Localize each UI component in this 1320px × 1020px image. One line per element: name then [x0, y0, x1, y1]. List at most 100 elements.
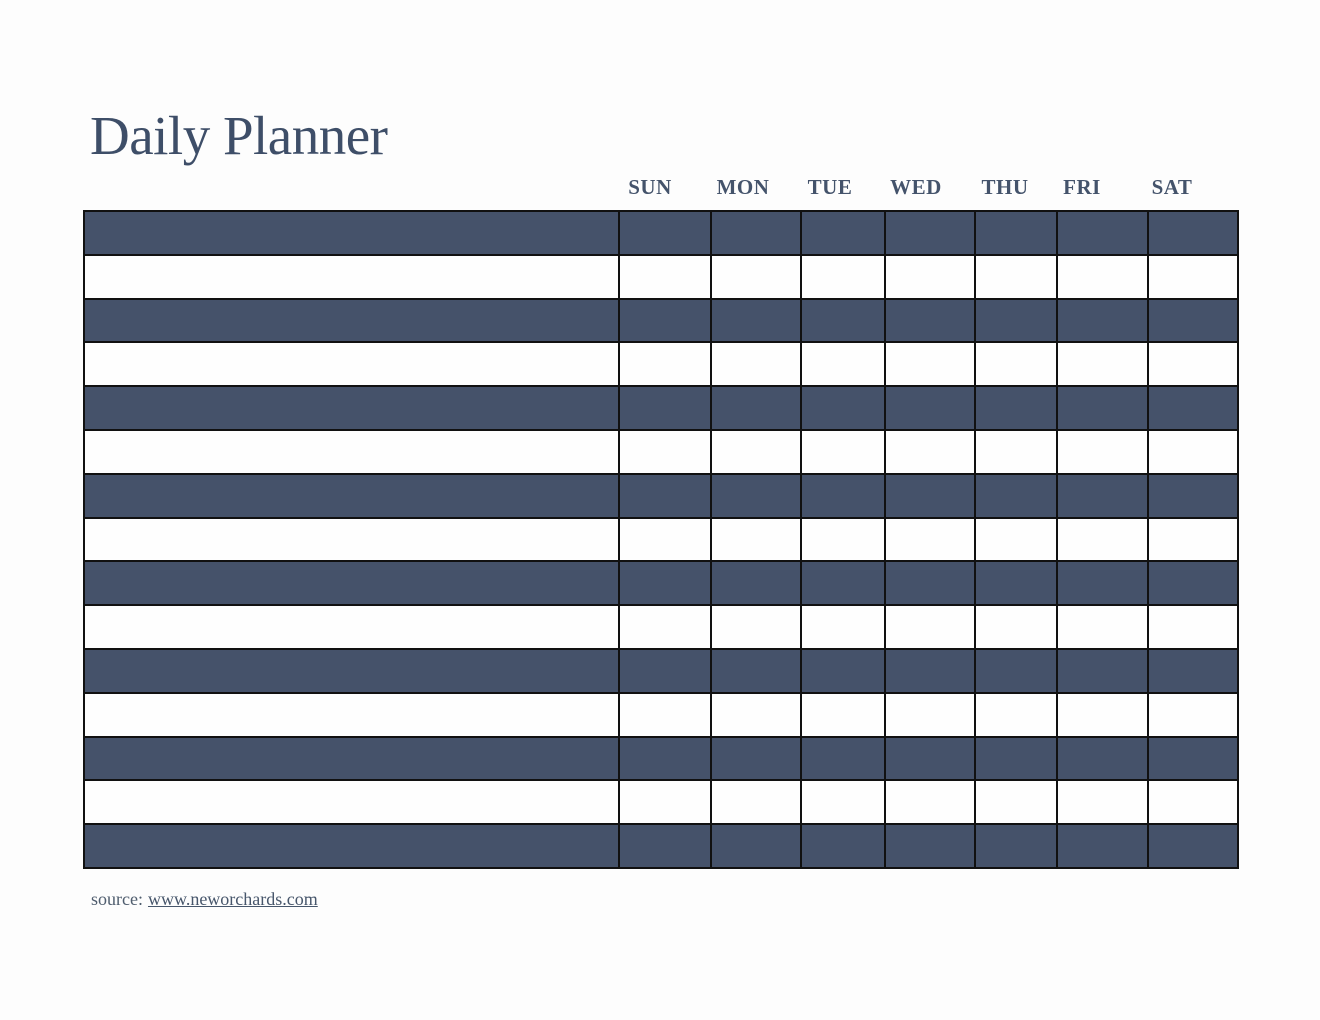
planner-day-cell [620, 649, 710, 692]
planner-day-cell [620, 825, 710, 867]
planner-day-cell [620, 518, 710, 561]
planner-day-cell [712, 343, 800, 386]
planner-day-cell [712, 562, 800, 605]
planner-row-label-cell [85, 474, 618, 517]
planner-day-cell [1058, 693, 1147, 736]
source-link[interactable]: www.neworchards.com [147, 889, 318, 909]
planner-day-cell [1058, 255, 1147, 298]
planner-day-cell [620, 606, 710, 648]
planner-day-cell [802, 474, 884, 517]
planner-day-cell [802, 693, 884, 736]
planner-day-cell [1149, 387, 1237, 429]
planner-day-cell [1149, 212, 1237, 254]
planner-day-cell [802, 255, 884, 298]
planner-day-cell [976, 430, 1056, 473]
planner-day-cell [886, 562, 974, 605]
planner-row-label-cell [85, 693, 618, 736]
planner-day-cell [976, 474, 1056, 517]
planner-row-label-cell [85, 518, 618, 561]
planner-day-cell [712, 387, 800, 429]
planner-day-cell [976, 825, 1056, 867]
planner-day-cell [976, 255, 1056, 298]
planner-day-cell [620, 781, 710, 824]
planner-day-cell [712, 781, 800, 824]
planner-day-cell [886, 387, 974, 429]
planner-day-cell [802, 299, 884, 342]
planner-day-cell [886, 606, 974, 648]
planner-day-cell [886, 343, 974, 386]
planner-day-cell [1058, 562, 1147, 605]
planner-day-cell [620, 343, 710, 386]
planner-day-cell [886, 781, 974, 824]
planner-day-cell [712, 518, 800, 561]
planner-day-cell [802, 649, 884, 692]
planner-day-cell [1058, 430, 1147, 473]
planner-day-cell [886, 255, 974, 298]
planner-day-cell [886, 212, 974, 254]
day-header-sun: SUN [628, 175, 672, 199]
planner-day-cell [1149, 737, 1237, 780]
planner-day-cell [802, 737, 884, 780]
planner-day-cell [712, 430, 800, 473]
planner-day-cell [620, 255, 710, 298]
planner-day-cell [712, 693, 800, 736]
planner-row-label-cell [85, 343, 618, 386]
planner-day-cell [1058, 387, 1147, 429]
planner-row-label-cell [85, 430, 618, 473]
day-header-fri: FRI [1063, 175, 1101, 199]
day-header-row: SUN MON TUE WED THU FRI SAT [0, 176, 1320, 202]
planner-row-label-cell [85, 255, 618, 298]
planner-day-cell [712, 737, 800, 780]
planner-day-cell [1058, 825, 1147, 867]
planner-day-cell [976, 212, 1056, 254]
day-header-tue: TUE [807, 175, 853, 199]
day-header-mon: MON [716, 175, 770, 199]
planner-day-cell [802, 343, 884, 386]
planner-day-cell [620, 299, 710, 342]
planner-day-cell [1058, 343, 1147, 386]
source-line: source: www.neworchards.com [91, 887, 318, 911]
day-header-wed: WED [890, 175, 942, 199]
planner-day-cell [1058, 649, 1147, 692]
planner-day-cell [886, 737, 974, 780]
planner-day-cell [620, 387, 710, 429]
planner-day-cell [712, 474, 800, 517]
planner-day-cell [886, 693, 974, 736]
planner-day-cell [976, 693, 1056, 736]
planner-day-cell [1058, 606, 1147, 648]
planner-day-cell [802, 518, 884, 561]
planner-day-cell [620, 693, 710, 736]
planner-row-label-cell [85, 825, 618, 867]
planner-day-cell [1149, 518, 1237, 561]
day-header-thu: THU [981, 175, 1029, 199]
planner-day-cell [1058, 212, 1147, 254]
planner-day-cell [620, 737, 710, 780]
planner-day-cell [886, 430, 974, 473]
planner-day-cell [620, 562, 710, 605]
planner-day-cell [976, 737, 1056, 780]
planner-day-cell [712, 606, 800, 648]
planner-day-cell [1149, 562, 1237, 605]
planner-row-label-cell [85, 212, 618, 254]
planner-day-cell [1149, 255, 1237, 298]
planner-row-label-cell [85, 299, 618, 342]
planner-row-label-cell [85, 562, 618, 605]
planner-day-cell [1149, 606, 1237, 648]
planner-day-cell [976, 299, 1056, 342]
planner-day-cell [1149, 693, 1237, 736]
planner-day-cell [976, 343, 1056, 386]
planner-day-cell [976, 562, 1056, 605]
planner-day-cell [712, 212, 800, 254]
planner-day-cell [1149, 430, 1237, 473]
planner-day-cell [802, 781, 884, 824]
planner-day-cell [1058, 781, 1147, 824]
planner-day-cell [620, 430, 710, 473]
planner-day-cell [1149, 343, 1237, 386]
source-label: source: [91, 889, 143, 909]
planner-day-cell [976, 781, 1056, 824]
planner-day-cell [712, 299, 800, 342]
planner-day-cell [1058, 299, 1147, 342]
day-header-sat: SAT [1151, 175, 1193, 199]
planner-row-label-cell [85, 649, 618, 692]
planner-day-cell [886, 649, 974, 692]
